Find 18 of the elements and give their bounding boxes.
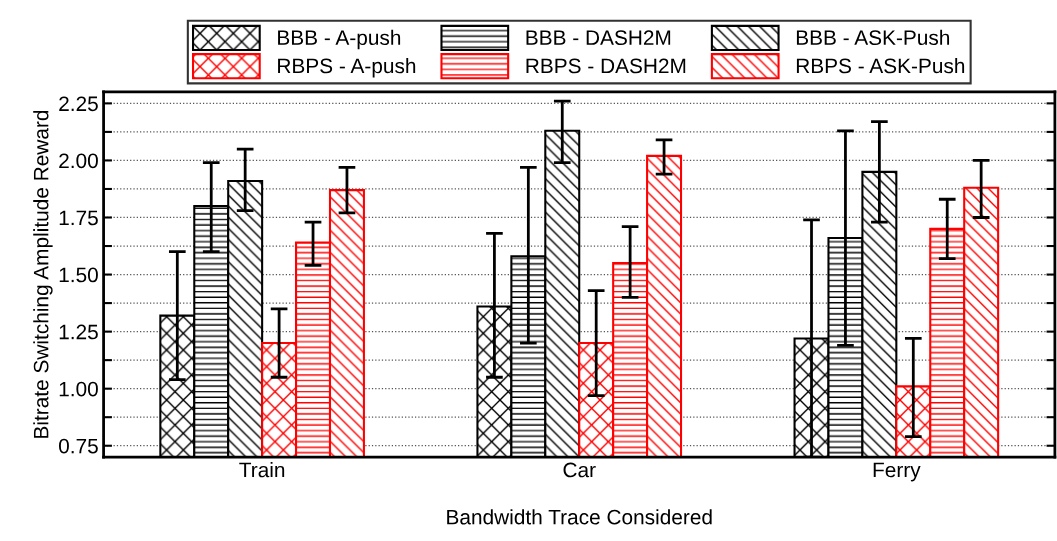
y-tick-label: 1.25 xyxy=(59,324,98,340)
legend-label: BBB - A-push xyxy=(278,29,401,50)
x-tick-label: Ferry xyxy=(873,462,921,482)
legend-label: RBPS - A-push xyxy=(278,57,416,78)
y-tick-label: 2.25 xyxy=(59,96,98,112)
legend-label: BBB - DASH2M xyxy=(526,30,671,46)
legend-label: RBPS - DASH2M xyxy=(526,58,686,74)
x-axis-title: Bandwidth Trace Considered xyxy=(447,509,712,525)
legend-label: RBPS - ASK-Push xyxy=(796,57,965,74)
legend-label: BBB - ASK-Push xyxy=(796,29,950,46)
y-tick-label: 1.75 xyxy=(59,210,98,226)
x-tick-label: Car xyxy=(563,462,596,478)
y-tick-label: 2.00 xyxy=(59,153,98,169)
y-tick-label: 1.50 xyxy=(59,267,98,283)
y-axis-title: Bitrate Switching Amplitude Reward xyxy=(33,110,53,438)
y-tick-label: 0.75 xyxy=(59,438,98,454)
y-tick-label: 1.00 xyxy=(59,381,98,397)
x-tick-label: Train xyxy=(239,462,285,478)
